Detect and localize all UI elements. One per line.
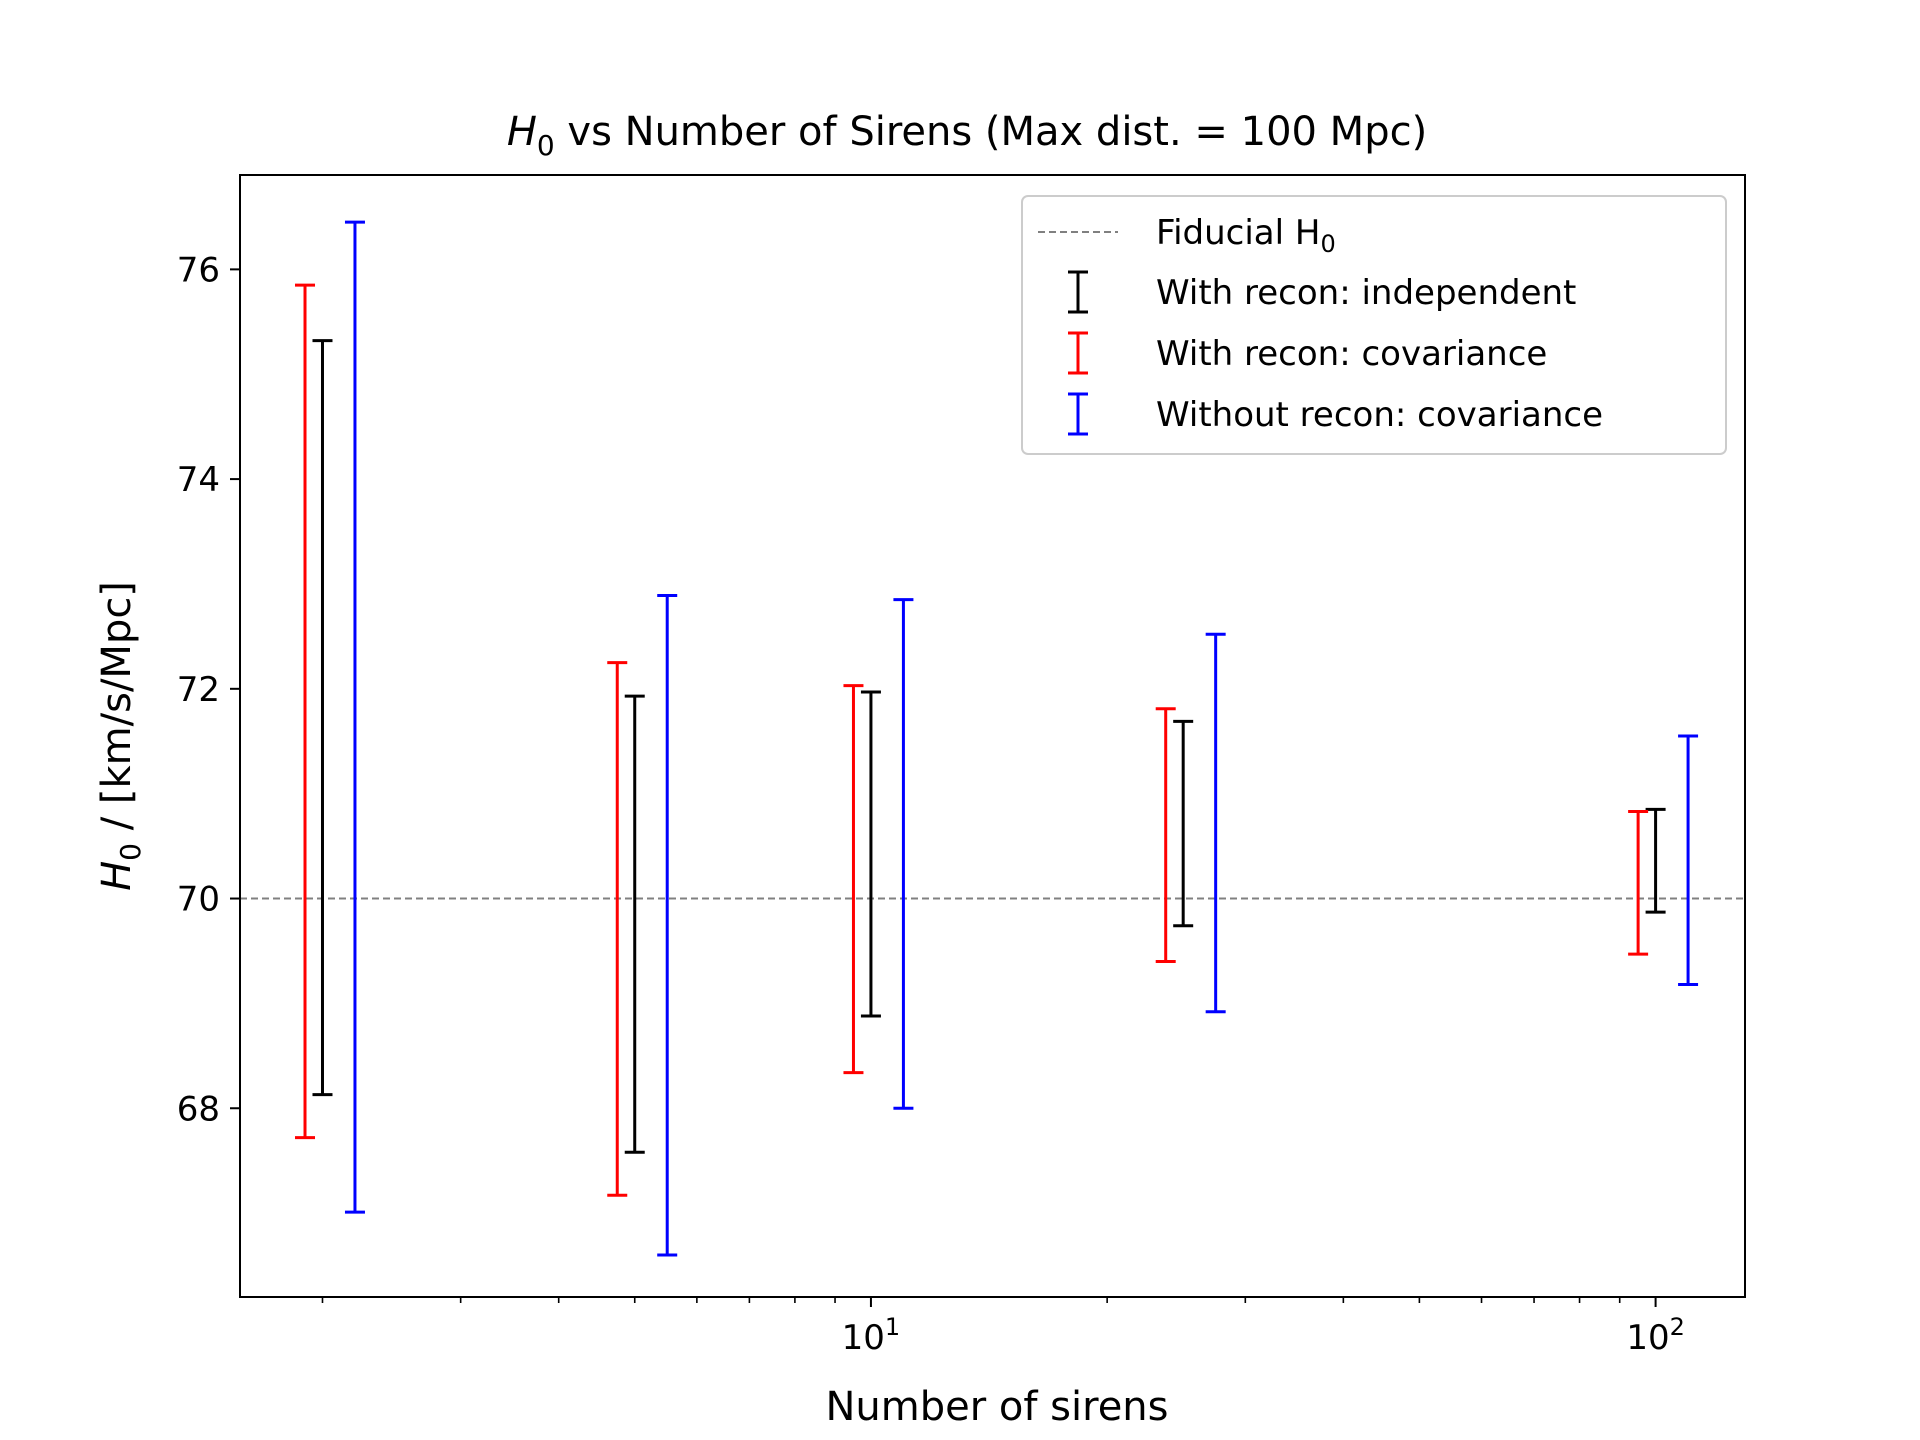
y-tick-label: 70 xyxy=(177,880,220,920)
data-marks xyxy=(295,220,1699,1257)
errorbar-1-0 xyxy=(295,283,316,1140)
errorbar-0-4 xyxy=(1645,807,1666,914)
legend-box xyxy=(1021,195,1727,455)
errorbar-2-0 xyxy=(344,220,365,1214)
legend-label: With recon: covariance xyxy=(1156,334,1547,374)
errorbar-1-3 xyxy=(1155,707,1176,963)
errorbar-0-1 xyxy=(624,694,645,1154)
y-tick-label: 76 xyxy=(177,250,220,290)
y-tick-label: 74 xyxy=(177,460,220,500)
errorbar-2-3 xyxy=(1205,632,1226,1014)
axis-ticks: 68 70 72 74 76 101 102 xyxy=(177,250,1685,1358)
legend-entry-0: With recon: independent xyxy=(1068,270,1576,314)
y-axis-label: H0 / [km/s/Mpc] xyxy=(94,581,147,891)
legend-label: With recon: independent xyxy=(1156,273,1576,313)
y-tick-label: 72 xyxy=(177,670,220,710)
x-tick-label: 101 xyxy=(842,1313,901,1358)
legend-fiducial-label: Fiducial H0 xyxy=(1156,213,1336,258)
errorbar-1-1 xyxy=(607,661,628,1197)
x-tick-label: 102 xyxy=(1626,1313,1685,1358)
legend-series-entries: With recon: independent With recon: covar… xyxy=(1068,270,1603,436)
legend: Fiducial H0 With recon: independentWith … xyxy=(1021,195,1727,455)
legend-label: Without recon: covariance xyxy=(1156,395,1603,435)
errorbar-0-0 xyxy=(312,339,333,1097)
errorbar-0-2 xyxy=(860,690,881,1018)
errorbar-0-3 xyxy=(1173,719,1194,928)
legend-entry-1: With recon: covariance xyxy=(1068,331,1547,375)
errorbar-2-4 xyxy=(1678,734,1699,987)
chart-title: H0 vs Number of Sirens (Max dist. = 100 … xyxy=(507,109,1427,162)
errorbar-1-2 xyxy=(843,684,864,1075)
errorbar-1-4 xyxy=(1628,809,1649,956)
errorbar-2-1 xyxy=(657,593,678,1257)
y-tick-label: 68 xyxy=(177,1089,220,1129)
errorbar-2-2 xyxy=(893,598,914,1110)
plot-frame xyxy=(239,174,1746,1298)
legend-entry-2: Without recon: covariance xyxy=(1068,392,1603,436)
x-axis-label: Number of sirens xyxy=(826,1384,1169,1430)
